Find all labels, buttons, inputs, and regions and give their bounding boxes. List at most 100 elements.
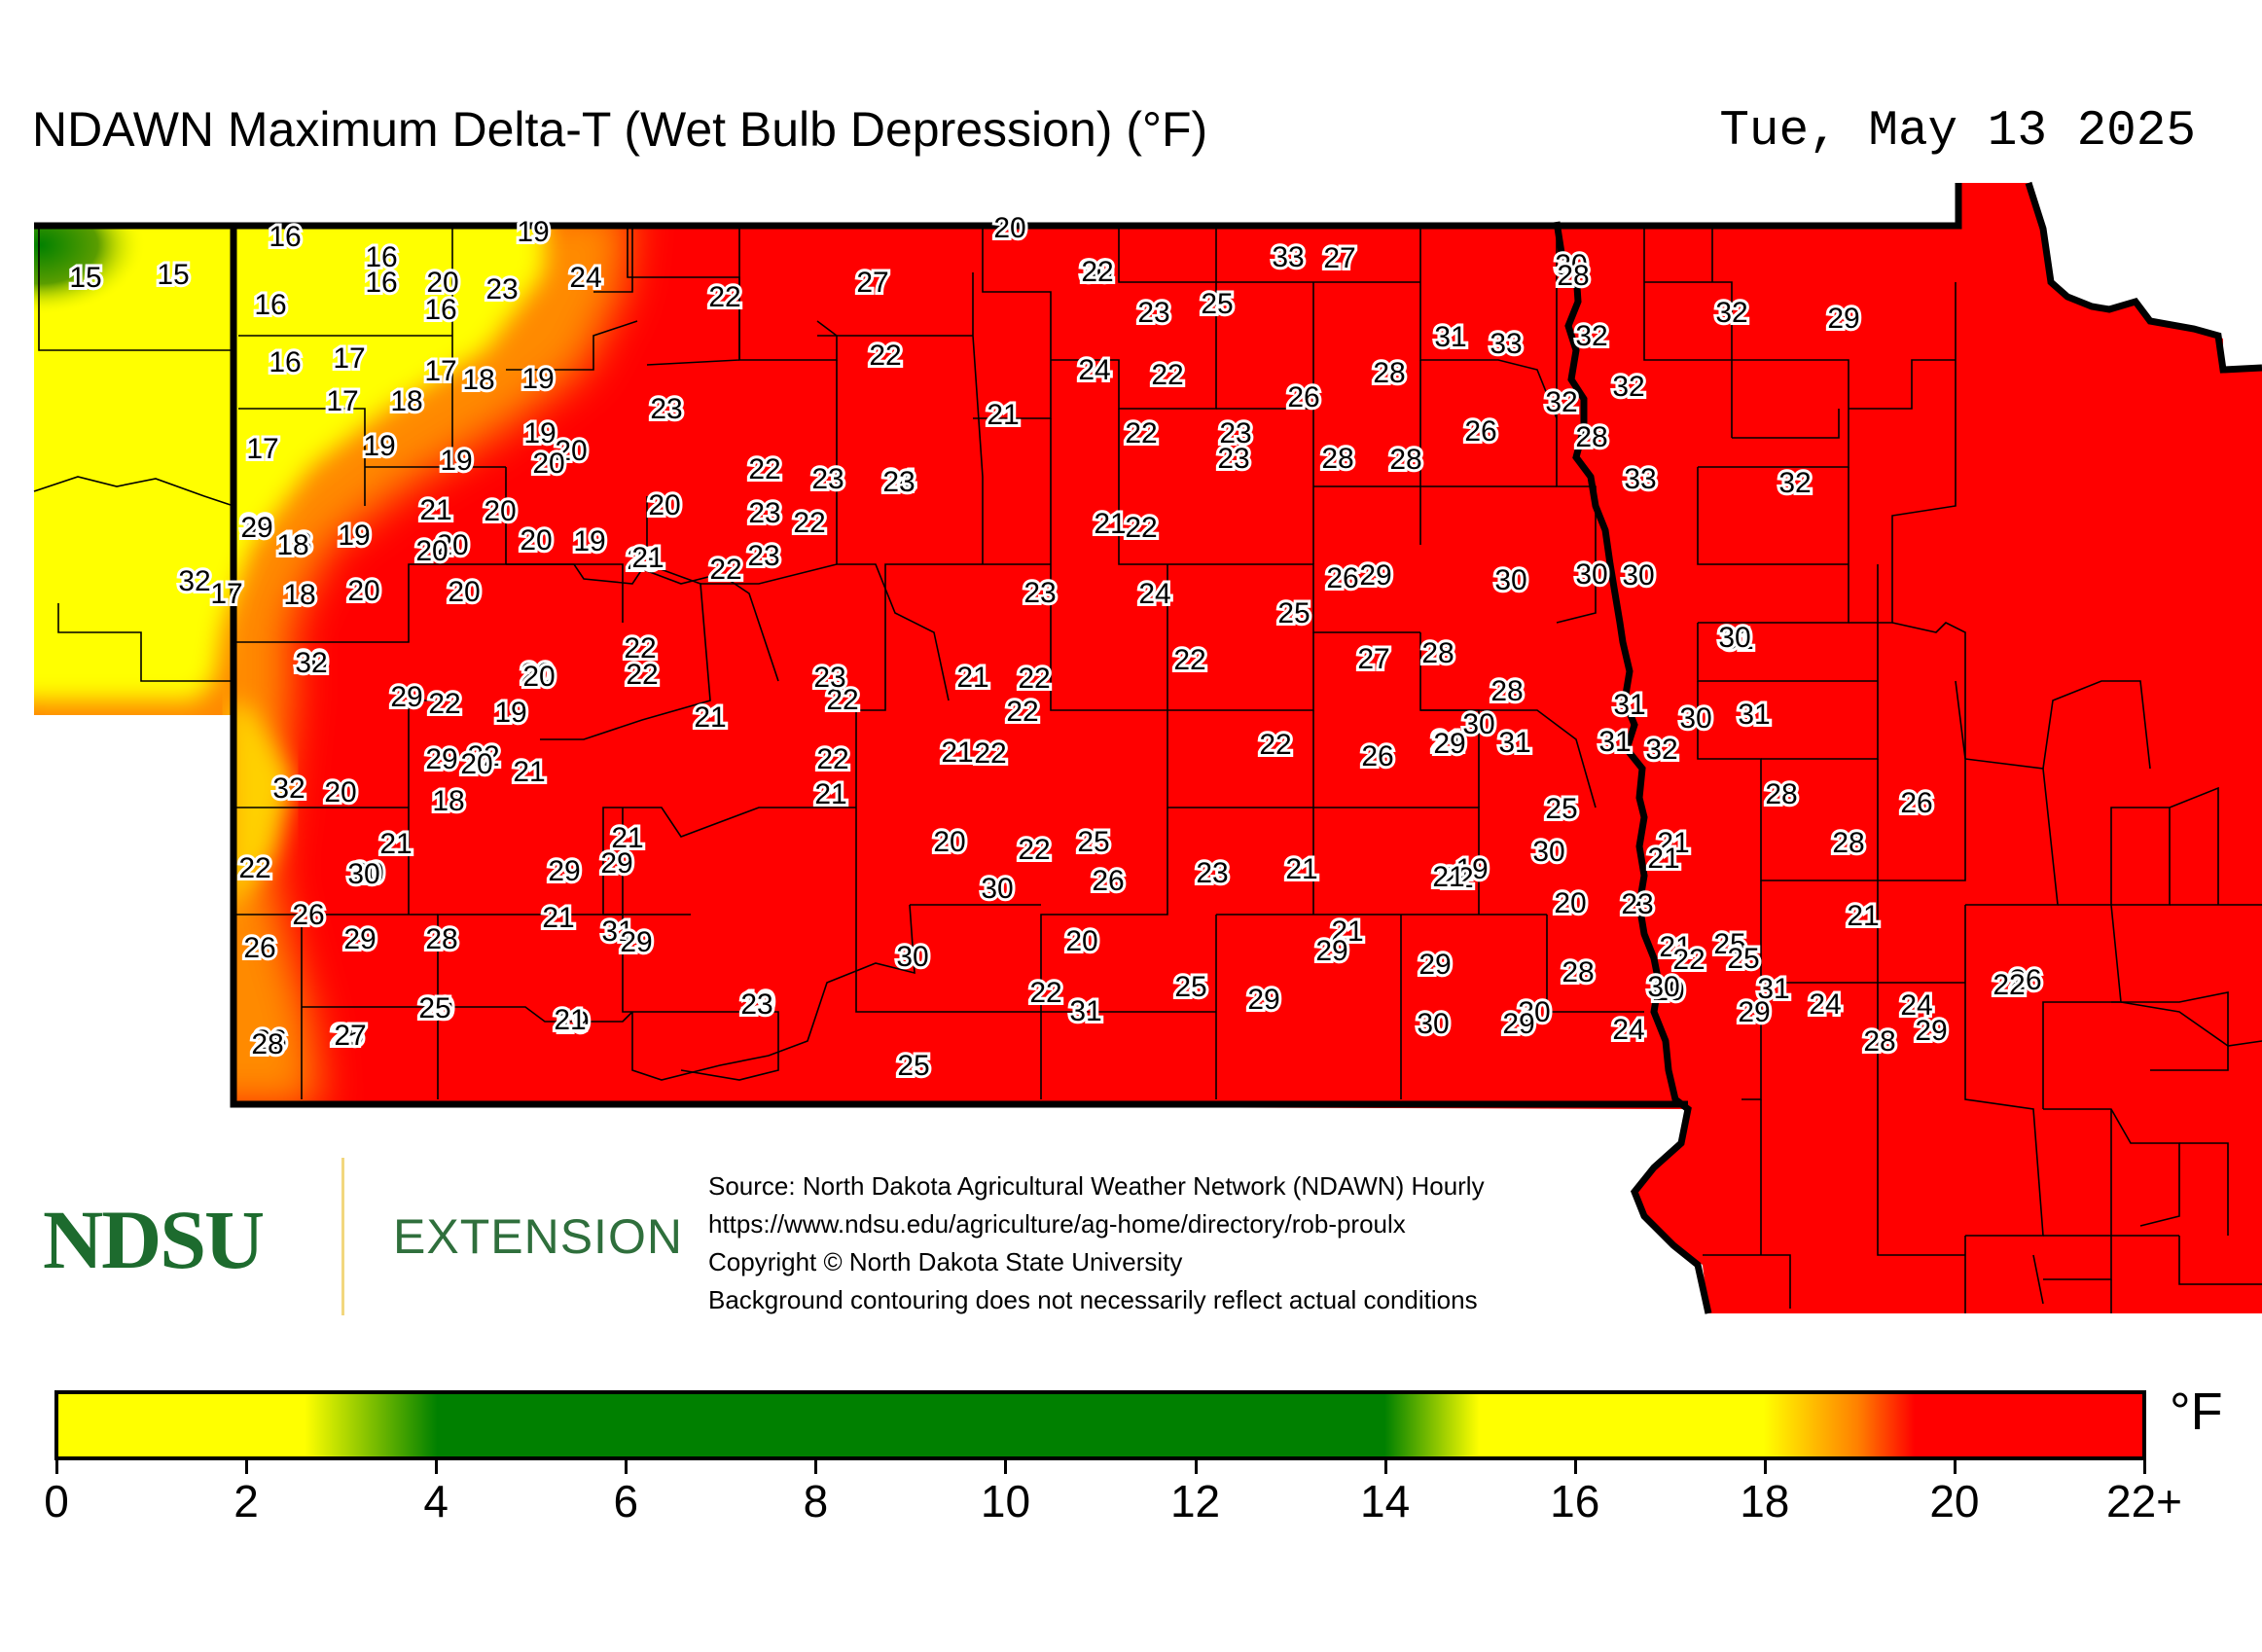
station-value: 21 bbox=[1431, 726, 1463, 758]
station-value: 21 bbox=[956, 662, 988, 694]
station-value: 22 bbox=[1151, 359, 1183, 391]
station-value: 30 bbox=[347, 858, 379, 890]
station-value: 26 bbox=[1361, 740, 1393, 772]
station-value: 28 bbox=[251, 1028, 283, 1060]
station-value: 26 bbox=[1092, 865, 1124, 897]
station-value: 32 bbox=[1778, 467, 1811, 499]
station-value: 31 bbox=[1069, 995, 1101, 1027]
legend-color-bar bbox=[54, 1390, 2146, 1460]
station-value: 30 bbox=[1718, 622, 1750, 654]
station-value: 18 bbox=[390, 385, 422, 417]
station-value: 21 bbox=[1659, 931, 1691, 963]
legend-tick-label: 22+ bbox=[2105, 1476, 2183, 1526]
station-value: 29 bbox=[1315, 935, 1347, 967]
station-value: 31 bbox=[1598, 726, 1631, 758]
station-value: 30 bbox=[1647, 971, 1679, 1003]
station-value: 33 bbox=[1624, 463, 1656, 495]
station-value: 27 bbox=[1357, 643, 1389, 675]
station-value: 28 bbox=[1832, 827, 1864, 859]
station-value: 21 bbox=[1285, 853, 1317, 885]
station-value: 25 bbox=[331, 1020, 363, 1052]
station-value: 21 bbox=[1432, 861, 1464, 893]
station-value: 20 bbox=[324, 776, 356, 808]
station-value: 20 bbox=[933, 826, 965, 858]
station-value: 20 bbox=[351, 857, 383, 889]
station-value: 20 bbox=[1554, 887, 1586, 919]
station-value: 24 bbox=[1138, 578, 1170, 610]
legend-tick bbox=[1763, 1460, 1767, 1474]
station-value: 29 bbox=[1738, 996, 1770, 1028]
station-value: 18 bbox=[276, 529, 308, 561]
station-value: 30 bbox=[1679, 702, 1711, 735]
station-value: 32 bbox=[1612, 371, 1644, 403]
station-value: 23 bbox=[748, 497, 780, 529]
station-value: 24 bbox=[1900, 989, 1932, 1022]
station-value: 24 bbox=[1809, 988, 1841, 1021]
station-value: 30 bbox=[1462, 708, 1494, 740]
station-value: 21 bbox=[631, 542, 664, 574]
station-value: 28 bbox=[425, 923, 457, 955]
station-value: 29 bbox=[1359, 559, 1391, 592]
station-value: 21 bbox=[379, 828, 412, 860]
station-value: 18 bbox=[283, 579, 315, 611]
map-date: Tue, May 13 2025 bbox=[1719, 104, 2196, 160]
station-value: 22 bbox=[1081, 256, 1113, 288]
station-value: 20 bbox=[436, 529, 468, 561]
station-value: 30 bbox=[1494, 564, 1526, 596]
station-value: 24 bbox=[569, 262, 601, 294]
legend-tick bbox=[1383, 1460, 1387, 1474]
station-value: 27 bbox=[1323, 242, 1355, 274]
station-value: 29 bbox=[240, 512, 272, 544]
ndsu-extension-logo: NDSU EXTENSION bbox=[43, 1158, 682, 1315]
station-value: 28 bbox=[1490, 675, 1523, 707]
station-value: 32 bbox=[1645, 734, 1677, 766]
legend-tick-label: 20 bbox=[1929, 1476, 1980, 1526]
station-value: 25 bbox=[1713, 928, 1745, 960]
station-value: 28 bbox=[1373, 357, 1405, 389]
station-value: 21 bbox=[1094, 508, 1126, 540]
station-value: 26 bbox=[1326, 562, 1358, 594]
station-value: 19 bbox=[494, 697, 526, 729]
station-value: 22 bbox=[1441, 862, 1473, 894]
station-value: 18 bbox=[432, 785, 464, 817]
station-value: 31 bbox=[1498, 727, 1530, 759]
station-value: 20 bbox=[420, 992, 452, 1024]
station-value: 29 bbox=[548, 855, 580, 887]
station-value: 19 bbox=[440, 445, 472, 477]
source-url: https://www.ndsu.edu/agriculture/ag-home… bbox=[708, 1209, 1406, 1239]
station-value: 22 bbox=[826, 684, 858, 716]
station-value: 26 bbox=[2009, 964, 2041, 996]
legend-tick bbox=[2143, 1460, 2146, 1474]
legend-tick-label: 14 bbox=[1360, 1476, 1411, 1526]
legend-tick bbox=[1573, 1460, 1577, 1474]
station-value: 15 bbox=[157, 259, 189, 291]
missouri-river bbox=[1553, 221, 1712, 1314]
station-value: 25 bbox=[1727, 943, 1759, 975]
station-value: 25 bbox=[897, 1050, 929, 1082]
county-lines bbox=[33, 226, 2262, 1313]
station-value: 21 bbox=[1647, 843, 1679, 875]
station-value: 32 bbox=[178, 565, 210, 597]
station-value: 21 bbox=[513, 756, 545, 788]
station-value: 24 bbox=[1078, 354, 1110, 386]
station-value: 28 bbox=[1321, 443, 1353, 475]
station-value: 19 bbox=[573, 525, 605, 557]
legend-tick-label: 18 bbox=[1740, 1476, 1790, 1526]
station-value: 23 bbox=[740, 988, 772, 1021]
station-value: 25 bbox=[1174, 971, 1206, 1003]
legend-tick-label: 2 bbox=[233, 1476, 259, 1526]
station-value: 21 bbox=[419, 494, 451, 526]
station-value: 20 bbox=[347, 575, 379, 607]
station-value: 21 bbox=[611, 822, 643, 854]
station-value: 25 bbox=[418, 992, 450, 1024]
station-value: 22 bbox=[624, 632, 656, 664]
station-value: 22 bbox=[708, 281, 740, 313]
station-value: 18 bbox=[462, 364, 494, 396]
station-value: 26 bbox=[1900, 787, 1932, 819]
station-value: 22 bbox=[1018, 663, 1050, 695]
station-value: 29 bbox=[1827, 303, 1859, 335]
station-value: 27 bbox=[334, 1020, 366, 1052]
station-value: 24 bbox=[882, 465, 915, 497]
